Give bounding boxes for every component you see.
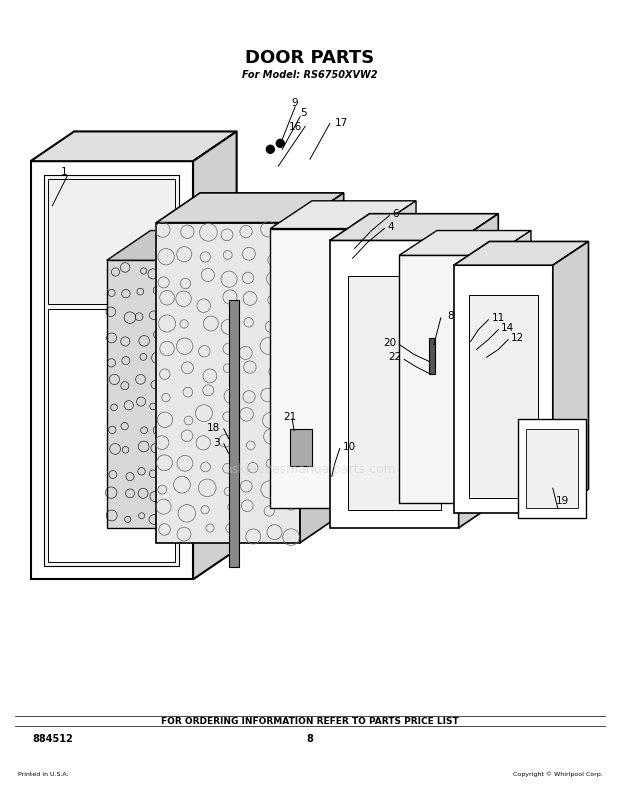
Text: 9: 9 [292,98,298,108]
Text: 17: 17 [335,117,348,128]
Text: 4: 4 [388,222,394,231]
Text: 3: 3 [213,437,220,447]
Text: 1: 1 [61,167,68,177]
Polygon shape [48,309,175,562]
Text: 19: 19 [556,495,569,505]
Polygon shape [30,162,193,580]
Text: 14: 14 [502,322,515,332]
Polygon shape [107,261,176,528]
Polygon shape [374,202,416,508]
Polygon shape [193,132,237,580]
Text: 18: 18 [206,422,220,432]
Polygon shape [399,231,531,256]
Polygon shape [348,277,441,511]
Polygon shape [156,194,343,223]
Text: 11: 11 [492,312,505,322]
Circle shape [277,141,284,148]
Polygon shape [290,430,312,467]
Polygon shape [48,180,175,304]
Polygon shape [45,176,179,566]
Circle shape [267,146,274,154]
Text: 8: 8 [306,733,314,743]
Text: 21: 21 [283,411,297,422]
Text: 5: 5 [300,108,307,117]
Polygon shape [270,202,416,230]
Polygon shape [454,243,588,266]
Polygon shape [330,214,498,241]
Polygon shape [526,430,578,508]
Text: 884512: 884512 [32,733,73,743]
Text: 6: 6 [392,209,399,218]
Polygon shape [330,241,459,528]
Text: 20: 20 [383,337,396,347]
Polygon shape [156,223,300,543]
Text: 8: 8 [447,311,453,320]
Polygon shape [459,214,498,528]
Text: Copyright © Whirlpool Corp.: Copyright © Whirlpool Corp. [513,771,603,777]
Text: askjeevesmanualparts.com: askjeevesmanualparts.com [224,463,396,475]
Polygon shape [469,296,538,499]
Polygon shape [399,256,494,503]
Text: FOR ORDERING INFORMATION REFER TO PARTS PRICE LIST: FOR ORDERING INFORMATION REFER TO PARTS … [161,715,459,725]
Polygon shape [270,230,374,508]
Polygon shape [300,194,343,543]
Text: Printed in U.S.A.: Printed in U.S.A. [17,771,68,777]
Polygon shape [229,300,239,568]
Polygon shape [176,231,220,528]
Polygon shape [454,266,553,513]
Text: 22: 22 [388,352,401,362]
Polygon shape [553,243,588,513]
Polygon shape [30,132,237,162]
Polygon shape [429,338,435,375]
Text: DOOR PARTS: DOOR PARTS [246,49,374,67]
Text: 10: 10 [343,441,356,451]
Polygon shape [518,419,585,518]
Text: 12: 12 [511,332,525,342]
Polygon shape [107,231,220,261]
Text: 16: 16 [289,122,302,132]
Polygon shape [494,231,531,503]
Text: For Model: RS6750XVW2: For Model: RS6750XVW2 [242,70,378,79]
